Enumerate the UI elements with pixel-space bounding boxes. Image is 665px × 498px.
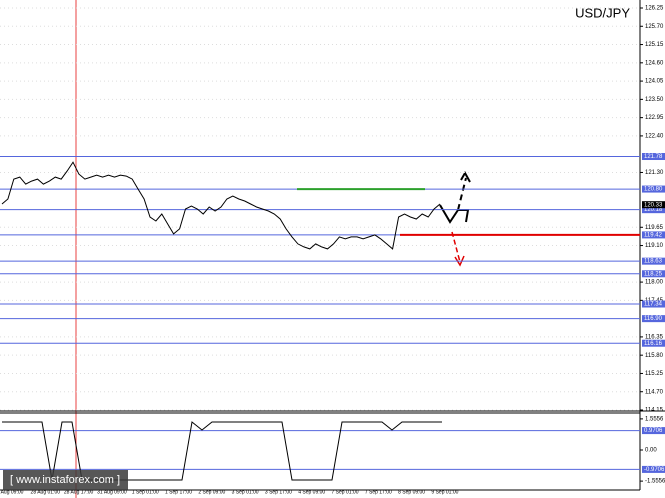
x-tick-label: 7 Sep 17:00 (365, 489, 392, 495)
watermark: [ www.instaforex.com ] (3, 470, 128, 490)
y-tick-label: 121.30 (645, 170, 664, 176)
y-tick-label: 1.5556 (645, 416, 664, 422)
level-label: 120.80 (644, 187, 663, 193)
arrow-path (439, 204, 459, 224)
level-label: -0.9706 (644, 467, 665, 473)
level-label-box (642, 153, 665, 161)
x-tick-label: 8 Sep 09:00 (398, 489, 425, 495)
y-tick-label: 122.95 (645, 115, 664, 121)
arrow-up (457, 177, 467, 211)
y-tick-label: 126.25 (645, 6, 664, 12)
y-tick-label: 115.80 (645, 353, 664, 359)
watermark-text: [ www.instaforex.com ] (10, 474, 120, 486)
level-label: 118.63 (644, 259, 663, 265)
level-label: 121.78 (644, 154, 663, 160)
x-tick-label: 4 Sep 09:00 (298, 489, 325, 495)
level-label-box (642, 427, 665, 435)
y-tick-label: -1.5556 (645, 479, 665, 485)
level-label-box (642, 315, 665, 323)
level-label-box (642, 185, 665, 193)
level-label: 120.18 (644, 207, 663, 213)
forecast-arrows (439, 170, 471, 267)
watermark-box (3, 470, 128, 490)
price-label: 120.33 (644, 202, 663, 208)
arrow-head (454, 255, 465, 267)
x-tick-label: 3 Sep 01:00 (232, 489, 259, 495)
level-label: 116.16 (644, 341, 663, 347)
arrow-down (451, 231, 461, 263)
level-label: 117.34 (644, 302, 663, 308)
x-tick-label: 7 Sep 01:00 (332, 489, 359, 495)
price-line (2, 421, 442, 481)
level-label-box (642, 465, 665, 473)
y-tick-label: 119.10 (645, 243, 664, 249)
y-tick-label: 115.25 (645, 371, 664, 377)
level-label: 116.90 (644, 316, 663, 322)
price-label-box (642, 201, 665, 209)
price-line (1, 161, 441, 250)
arrow-head (460, 170, 471, 183)
x-tick-label: 28 Aug 01:00 (31, 489, 61, 495)
y-tick-label: 114.15 (645, 408, 664, 414)
x-tick-label: 2 Sep 09:00 (198, 489, 225, 495)
y-tick-label: 116.35 (645, 334, 664, 340)
level-label-box (642, 257, 665, 265)
y-tick-label: 114.70 (645, 389, 664, 395)
level-label: 118.25 (644, 271, 663, 277)
x-tick-label: 1 Sep 17:00 (165, 489, 192, 495)
x-tick-label: 3 Sep 17:00 (265, 489, 292, 495)
y-tick-label: 0.00 (645, 448, 657, 454)
y-tick-label: 122.40 (645, 133, 664, 139)
y-tick-label: 124.05 (645, 79, 664, 85)
x-tick-label: 9 Sep 01:00 (431, 489, 458, 495)
y-tick-label: 119.65 (645, 225, 664, 231)
x-tick-label: 1 Sep 01:00 (132, 489, 159, 495)
x-tick-label: Aug 09:00 (1, 489, 24, 495)
level-label-box (642, 206, 665, 214)
y-tick-label: 125.15 (645, 42, 664, 48)
level-label: 0.9706 (644, 428, 663, 434)
x-tick-label: 28 Aug 17:00 (64, 489, 94, 495)
y-tick-label: 125.70 (645, 24, 664, 30)
chart-title: USD/JPY (575, 5, 630, 20)
level-label-box (642, 270, 665, 278)
arrow-bend (458, 209, 470, 223)
x-tick-label: 31 Aug 09:00 (97, 489, 127, 495)
level-label-box (642, 339, 665, 347)
y-tick-label: 118.00 (645, 280, 664, 286)
level-label-box (642, 231, 665, 239)
level-label-box (642, 300, 665, 308)
y-tick-label: 123.50 (645, 97, 664, 103)
level-label: 119.42 (644, 232, 663, 238)
y-tick-label: 124.60 (645, 60, 664, 66)
